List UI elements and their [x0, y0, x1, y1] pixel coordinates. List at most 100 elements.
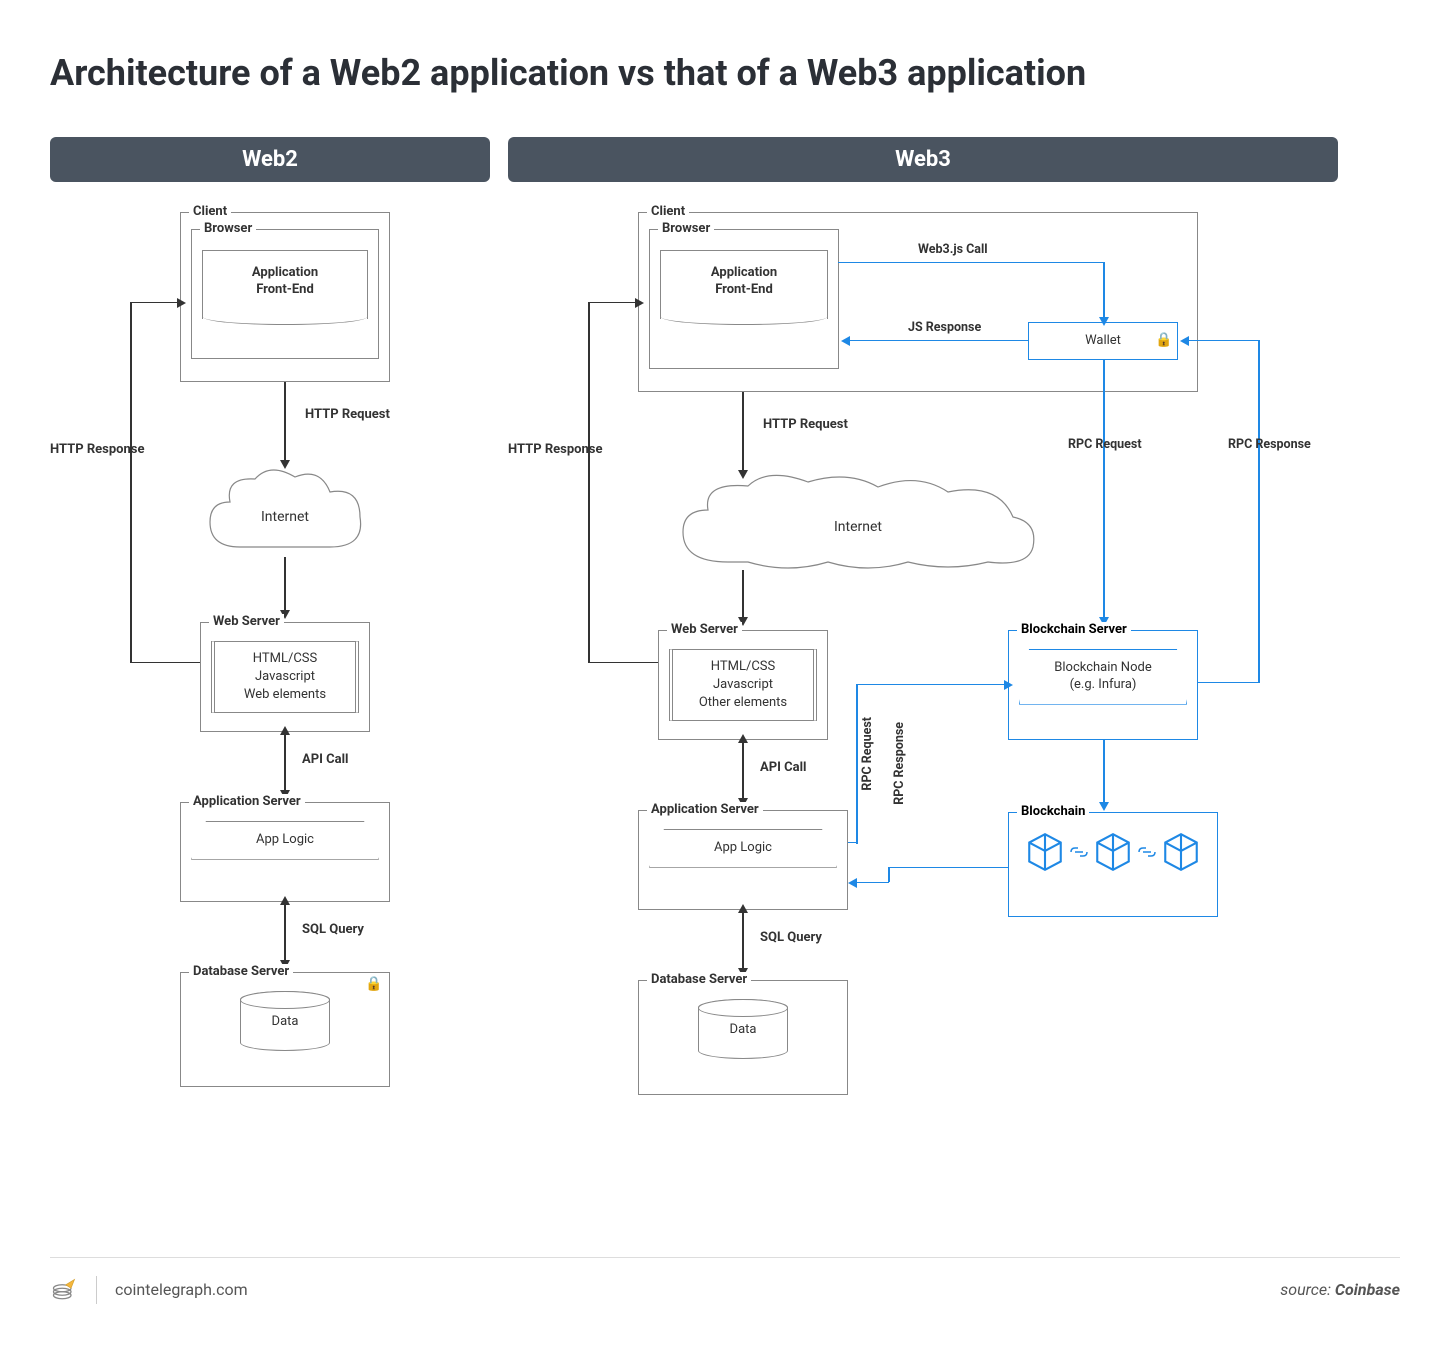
web2-internet-cloud: Internet — [200, 467, 370, 567]
arrow-rpcresp2-head — [848, 878, 857, 888]
web2-applogic: App Logic — [191, 821, 379, 860]
arrow-api-up — [280, 726, 290, 735]
arrow-rpcreq2-h2 — [848, 842, 858, 844]
web2-dbserver-box: Database Server 🔒 Data — [180, 972, 390, 1087]
blockchain-server-box: Blockchain Server Blockchain Node (e.g. … — [1008, 630, 1198, 740]
cointelegraph-logo-icon — [50, 1276, 78, 1304]
web2-client-box: Client Browser Application Front-End — [180, 212, 390, 382]
arrow-jsresp-head — [841, 336, 850, 346]
dbserver-label: Database Server — [189, 964, 293, 979]
cube-icon — [1160, 831, 1202, 873]
source-prefix: source: — [1280, 1280, 1335, 1299]
browser-label-3: Browser — [658, 221, 714, 236]
blockchain-label: Blockchain — [1017, 804, 1089, 819]
arrow-rpcresp-v — [1258, 340, 1260, 683]
cube-icon — [1024, 831, 1066, 873]
footer-divider — [96, 1276, 97, 1304]
api-call-label: API Call — [302, 752, 349, 767]
arrow-rpcreq2-v — [856, 684, 858, 844]
arrow-http-resp-h — [130, 302, 180, 304]
arrow-sql — [284, 902, 286, 962]
http-resp-label: HTTP Response — [50, 442, 144, 457]
arrow-cloud-ws — [284, 557, 286, 612]
arrow-http-resp-v — [130, 302, 132, 662]
arrow-rpcresp2-h — [888, 867, 1008, 869]
web3-internet-cloud: Internet — [668, 472, 1048, 582]
arrow-rpcresp-h2 — [1188, 340, 1258, 342]
arrow-sql3 — [742, 910, 744, 970]
wallet-label: Wallet — [1085, 333, 1121, 348]
cube-icon — [1092, 831, 1134, 873]
appserver-label: Application Server — [189, 794, 305, 809]
page-title: Architecture of a Web2 application vs th… — [50, 50, 1400, 97]
bcserver-label: Blockchain Server — [1017, 622, 1131, 637]
rpcresp2-label: RPC Response — [892, 722, 907, 805]
web3-browser-box: Browser Application Front-End — [649, 229, 839, 369]
diagram-columns: Web2 Client Browser Application Front-En… — [50, 137, 1400, 1212]
dbserver-label3: Database Server — [647, 972, 751, 987]
web3-data-cyl: Data — [698, 999, 788, 1059]
footer-site: cointelegraph.com — [115, 1280, 248, 1299]
http-resp-label3: HTTP Response — [508, 442, 602, 457]
arrow-api3-up — [738, 734, 748, 743]
arrow-rpcresp2-h2 — [856, 882, 889, 884]
web2-stack: HTML/CSS Javascript Web elements — [211, 641, 359, 714]
web2-diagram: Client Browser Application Front-End HTT… — [50, 212, 490, 1212]
rpcreq-label: RPC Request — [1068, 437, 1142, 452]
arrow-http-resp-h2 — [130, 662, 200, 664]
web3-diagram: Client Browser Application Front-End Wal… — [508, 212, 1338, 1212]
arrow-http-resp-head — [177, 298, 186, 308]
arrow-bc-down — [1103, 740, 1105, 805]
footer: cointelegraph.com source: Coinbase — [50, 1257, 1400, 1304]
rpcresp-label: RPC Response — [1228, 437, 1311, 452]
arrow-rpcresp-h1 — [1198, 682, 1258, 684]
arrow-http-resp3-h2 — [588, 662, 658, 664]
jsresp-label: JS Response — [908, 320, 981, 335]
arrow-rpcreq-v — [1103, 360, 1105, 620]
appserver-label3: Application Server — [647, 802, 763, 817]
arrow-rpcreq2-head — [1004, 680, 1013, 690]
lock-icon-wallet: 🔒 — [1155, 333, 1169, 347]
http-req-label: HTTP Request — [305, 407, 390, 422]
arrow-http-resp3-head — [635, 298, 644, 308]
blockchain-cubes — [1017, 831, 1209, 873]
arrow-cloud-ws3 — [742, 570, 744, 620]
wallet-box: Wallet 🔒 — [1028, 322, 1178, 360]
web3-header: Web3 — [508, 137, 1338, 182]
bcnode: Blockchain Node (e.g. Infura) — [1019, 649, 1187, 705]
api-call-label3: API Call — [760, 760, 807, 775]
web3-client-box: Client Browser Application Front-End — [638, 212, 1198, 392]
chain-icon — [1138, 847, 1156, 857]
arrow-api3 — [742, 740, 744, 800]
web3-applogic: App Logic — [649, 829, 837, 868]
arrow-web3call-head — [1099, 317, 1109, 326]
arrow-web3call-v — [1103, 262, 1105, 320]
arrow-api — [284, 732, 286, 792]
web2-column: Web2 Client Browser Application Front-En… — [50, 137, 490, 1212]
sql-label: SQL Query — [302, 922, 364, 937]
lock-icon: 🔒 — [365, 977, 379, 991]
source-name: Coinbase — [1335, 1280, 1400, 1299]
client-label: Client — [189, 204, 231, 219]
internet-label3: Internet — [668, 472, 1048, 582]
web2-header: Web2 — [50, 137, 490, 182]
web3-appserver-box: Application Server App Logic — [638, 810, 848, 910]
web3-dbserver-box: Database Server Data — [638, 980, 848, 1095]
sql-label3: SQL Query — [760, 930, 822, 945]
web3-column: Web3 Client Browser Application Front-En… — [508, 137, 1338, 1212]
arrow-rpcresp2-v1 — [888, 867, 890, 882]
arrow-jsresp — [848, 340, 1028, 342]
arrow-http-req — [284, 382, 286, 462]
web2-data-cyl: Data — [240, 991, 330, 1051]
arrow-http-resp3-v — [588, 302, 590, 662]
rpcreq2-label: RPC Request — [860, 717, 875, 791]
arrow-rpcresp-head — [1180, 336, 1189, 346]
footer-left: cointelegraph.com — [50, 1276, 248, 1304]
arrow-sql-up — [280, 896, 290, 905]
arrow-web3call-h — [838, 262, 1103, 264]
arrow-http-req3 — [742, 392, 744, 472]
client-label-3: Client — [647, 204, 689, 219]
chain-icon — [1070, 847, 1088, 857]
arrow-sql3-up — [738, 904, 748, 913]
arrow-rpcreq2-h — [856, 684, 1008, 686]
